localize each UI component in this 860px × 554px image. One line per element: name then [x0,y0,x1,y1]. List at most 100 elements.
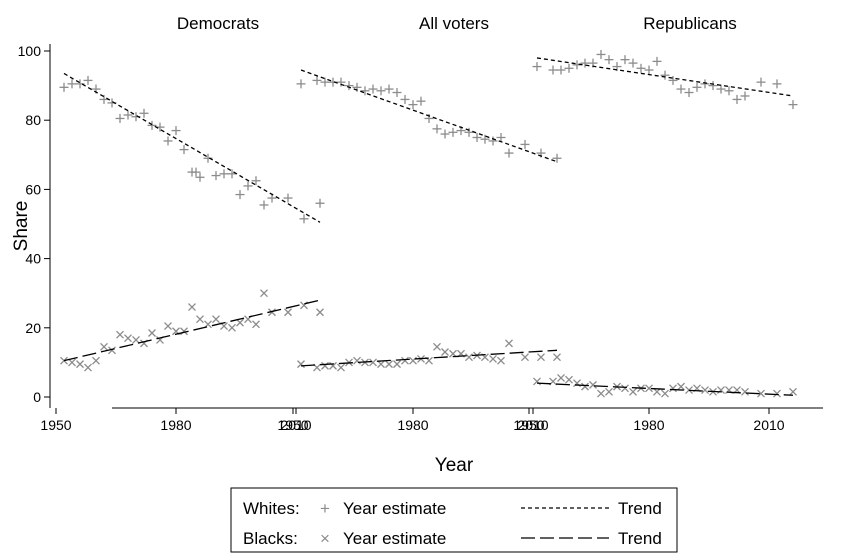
white-estimate-point [179,145,189,155]
x-mark-b [645,384,653,393]
black-estimate-point [677,382,685,391]
white-estimate-point [472,133,482,142]
white-estimate-point [320,77,330,87]
x-mark-b [433,342,441,351]
x-mark-b [76,360,84,369]
black-estimate-point [316,308,324,317]
white-estimate-point [636,63,646,73]
black-estimate-point [284,308,292,317]
black-estimate-point [268,308,276,317]
white-estimate-point [440,129,450,139]
white-estimate-point [235,190,245,200]
white-estimate-point [344,81,354,91]
white-estimate-point [312,75,322,85]
black-estimate-point [196,315,204,324]
x-mark-b [321,361,329,370]
black-estimate-point [645,384,653,393]
black-estimate-point [581,382,589,391]
legend-whites-label: Whites: [243,499,300,518]
x-mark-b [260,289,268,298]
x-mark-b [401,356,409,365]
x-mark-b [100,342,108,351]
y-tick-label: 60 [25,181,41,197]
white-estimate-point [259,200,269,210]
white-estimate-point [548,65,558,75]
x-mark-b [252,320,260,329]
white-estimate-point [596,49,606,59]
x-mark-b [489,354,497,363]
x-mark-b [148,329,156,337]
white-estimate-point [315,198,325,208]
black-estimate-point [621,384,629,393]
x-mark-b [481,353,489,362]
x-tick-label: 2010 [517,417,548,433]
black-estimate-point [369,358,377,367]
white-estimate-point [115,113,125,123]
white-estimate-point [724,86,734,96]
black-estimate-point [433,342,441,351]
white-estimate-point [448,127,458,137]
white-estimate-point [376,86,386,96]
white-estimate-point [408,100,418,110]
x-mark-b [236,318,244,327]
black-estimate-point [236,318,244,327]
black-estimate-point [252,320,260,329]
white-estimate-point [628,58,638,68]
black-estimate-point [521,353,529,362]
white-estimate-point [392,88,402,98]
panel-democrats: 1950 1980 2010 [40,72,352,433]
x-mark-b [377,360,385,369]
white-estimate-point [384,84,394,94]
white-estimate-point [668,75,678,85]
white-estimate-point [283,193,293,203]
black-estimate-point [773,389,781,398]
white-trend-line [63,72,321,223]
white-estimate-point [336,77,346,87]
white-estimate-point [296,79,306,89]
black-estimate-point [148,329,156,337]
x-mark-b [228,323,236,332]
x-mark-b [220,322,228,331]
black-estimate-point [377,360,385,369]
black-estimate-point [489,354,497,363]
white-estimate-point [147,120,157,130]
black-estimate-point [629,387,637,396]
legend-blacks-marker: × [320,529,330,548]
x-axis-title: Year [435,455,474,476]
white-estimate-point [740,91,750,101]
black-estimate-point [757,389,765,398]
x-mark-b [268,308,276,317]
white-estimate-point [700,79,710,89]
panel-title-republicans: Republicans [643,14,737,33]
black-estimate-point [164,322,172,331]
x-mark-b [465,353,473,362]
black-estimate-point [132,335,140,344]
white-estimate-point [652,56,662,66]
white-estimate-point [432,124,442,134]
white-estimate-point [139,108,149,118]
black-estimate-point [557,374,565,382]
x-mark-b [757,389,765,398]
x-mark-b [284,308,292,317]
x-mark-b [188,303,196,311]
legend-blacks-estimate-label: Year estimate [343,529,446,548]
white-estimate-point [163,136,173,146]
black-estimate-point [212,315,220,324]
black-estimate-point [100,342,108,351]
x-mark-b [553,353,561,362]
x-mark-b [661,389,669,398]
x-mark-b [297,360,305,369]
x-mark-b [497,356,505,365]
y-axis: 0 20 40 60 80 100 [18,43,51,408]
white-estimate-point [123,110,133,120]
white-estimate-point [520,139,530,149]
x-tick-label: 1950 [40,417,71,433]
panel-republicans: 1950 1980 2010 [513,49,823,433]
white-trend-line [300,69,558,163]
x-tick-label: 2010 [753,417,784,433]
x-mark-b [385,360,393,369]
white-estimate-point [644,65,654,75]
white-estimate-point [480,134,490,144]
black-estimate-point [409,356,417,365]
black-estimate-point [385,360,393,369]
